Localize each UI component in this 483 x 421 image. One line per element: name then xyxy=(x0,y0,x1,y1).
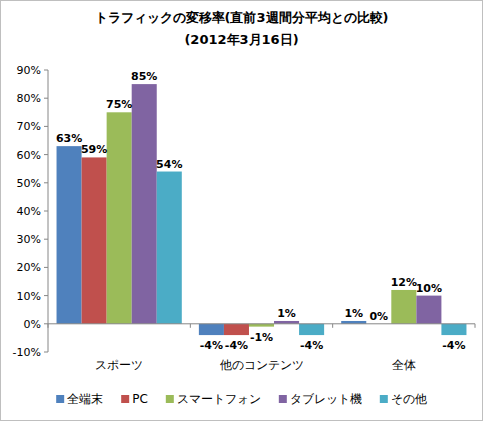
x-tick xyxy=(332,324,333,328)
title: トラフィックの変移率(直前3週間分平均との比較) xyxy=(95,10,389,25)
legend-item: スマートフォン xyxy=(166,392,261,406)
y-tick xyxy=(44,182,48,183)
legend-item: 全端末 xyxy=(56,392,103,406)
legend: 全端末 PC スマートフォン タブレット機 その他 xyxy=(56,392,427,406)
y-tick-label: 50% xyxy=(17,177,41,190)
y-tick-label: 40% xyxy=(17,205,41,218)
category-label: スポーツ xyxy=(95,358,143,372)
data-label: 85% xyxy=(131,70,157,83)
legend-swatch xyxy=(121,395,129,403)
bar xyxy=(132,84,157,324)
data-labels: 63%-4%1%59%-4%0%75%-1%12%85%1%10%54%-4%-… xyxy=(56,70,466,352)
x-axis xyxy=(48,323,475,324)
y-tick-label: 70% xyxy=(17,120,41,133)
category-label: 他のコンテンツ xyxy=(220,358,304,372)
data-label: -4% xyxy=(225,339,248,352)
subtitle: (2012年3月16日) xyxy=(184,32,298,47)
legend-item: その他 xyxy=(380,392,427,406)
data-label: 54% xyxy=(156,158,182,171)
data-label: 1% xyxy=(277,307,296,320)
data-label: -4% xyxy=(300,339,323,352)
bar xyxy=(199,324,224,335)
legend-swatch xyxy=(56,395,64,403)
legend-label: 全端末 xyxy=(67,392,103,406)
data-label: 1% xyxy=(344,307,363,320)
y-tick-label: 80% xyxy=(17,92,41,105)
y-tick xyxy=(44,211,48,212)
y-tick xyxy=(44,295,48,296)
category-label: 全体 xyxy=(392,358,416,372)
y-tick-label: -10% xyxy=(13,346,41,359)
y-tick xyxy=(44,70,48,71)
y-tick xyxy=(44,267,48,268)
y-tick-label: 20% xyxy=(17,261,41,274)
y-tick-label: 60% xyxy=(17,149,41,162)
y-tick xyxy=(44,323,48,324)
bar xyxy=(157,172,182,324)
y-tick-label: 90% xyxy=(17,64,41,77)
data-label: -1% xyxy=(250,331,273,344)
y-tick xyxy=(44,126,48,127)
legend-swatch xyxy=(380,395,388,403)
y-tick xyxy=(44,154,48,155)
y-tick xyxy=(44,352,48,353)
legend-item: PC xyxy=(121,392,148,406)
data-label: 0% xyxy=(369,310,388,323)
legend-label: PC xyxy=(132,392,148,406)
data-label: 75% xyxy=(106,98,132,111)
x-tick xyxy=(190,324,191,328)
legend-label: タブレット機 xyxy=(290,392,362,406)
bar xyxy=(224,324,249,335)
y-tick xyxy=(44,239,48,240)
bar xyxy=(391,290,416,324)
chart: トラフィックの変移率(直前3週間分平均との比較) (2012年3月16日) -10%… xyxy=(0,0,483,421)
data-label: 10% xyxy=(416,282,442,295)
bar xyxy=(107,112,132,323)
y-tick-label: 0% xyxy=(24,318,41,331)
x-tick xyxy=(48,324,49,328)
y-tick xyxy=(44,98,48,99)
data-label: -4% xyxy=(442,339,465,352)
data-label: 59% xyxy=(81,143,107,156)
y-tick-label: 10% xyxy=(17,290,41,303)
data-label: 12% xyxy=(391,276,417,289)
bar xyxy=(82,157,107,323)
bars xyxy=(57,84,467,335)
bar xyxy=(441,324,466,335)
chart-border xyxy=(1,1,483,421)
legend-label: その他 xyxy=(391,392,427,406)
legend-swatch xyxy=(166,395,174,403)
bar xyxy=(57,146,82,324)
data-label: 63% xyxy=(56,132,82,145)
legend-swatch xyxy=(279,395,287,403)
bar xyxy=(416,296,441,324)
data-label: -4% xyxy=(200,339,223,352)
legend-label: スマートフォン xyxy=(177,392,261,406)
bar xyxy=(299,324,324,335)
legend-item: タブレット機 xyxy=(279,392,362,406)
x-tick xyxy=(475,324,476,328)
y-tick-label: 30% xyxy=(17,233,41,246)
